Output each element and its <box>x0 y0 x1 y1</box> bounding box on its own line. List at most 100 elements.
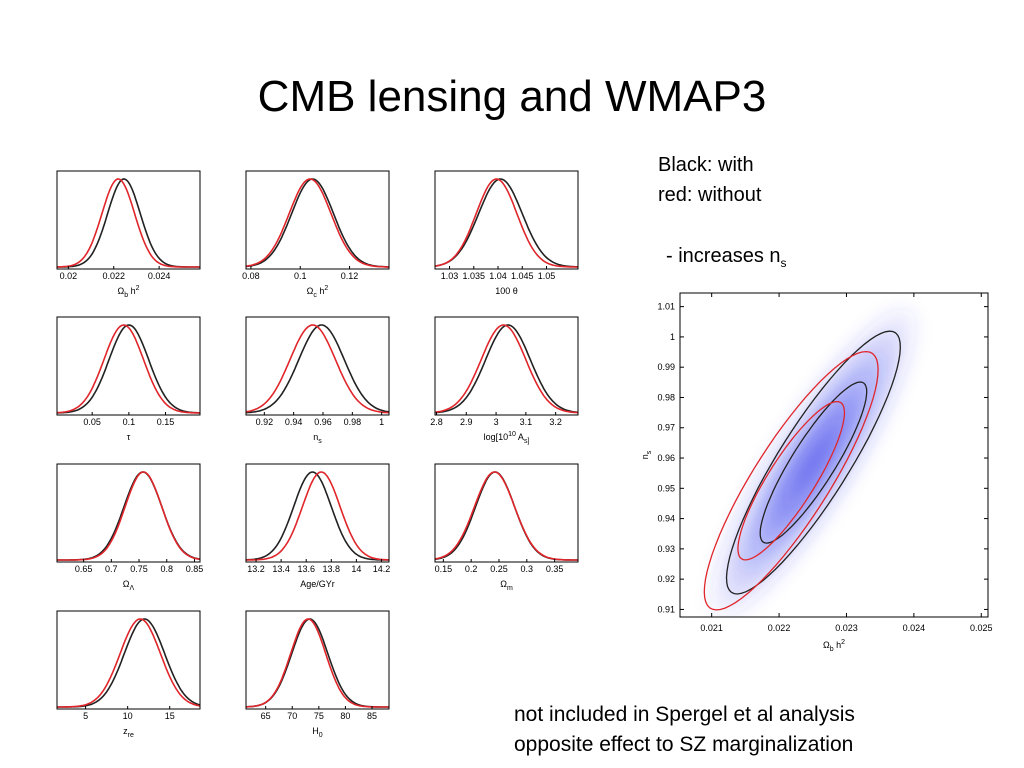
axis-label: Ωm <box>500 579 513 592</box>
y-axis-label-group: ns <box>640 450 653 459</box>
tick-label: 0.35 <box>546 564 564 574</box>
legend-with: Black: with <box>658 154 754 176</box>
tick-label: 15 <box>165 711 175 721</box>
panel-frame <box>434 316 579 416</box>
panel-frame <box>56 463 201 563</box>
panel-frame <box>245 170 390 270</box>
y-tick-label: 0.99 <box>657 362 675 372</box>
tick-label: 3.1 <box>520 417 533 427</box>
y-tick-label: 0.98 <box>657 392 675 402</box>
curve-without <box>434 178 578 268</box>
curve-without <box>57 618 201 708</box>
tick-label: 0.25 <box>490 564 508 574</box>
panel-11: 65 70 75 80 85 H0 <box>245 610 390 739</box>
axis-label: τ <box>127 432 131 442</box>
tick-label: 0.94 <box>285 417 303 427</box>
panel-frame <box>245 316 390 416</box>
y-tick-label: 0.92 <box>657 574 675 584</box>
y-tick-label: 0.91 <box>657 604 675 614</box>
curve-with <box>245 178 389 268</box>
tick-label: 75 <box>314 711 324 721</box>
footer-notes: not included in Spergel et al analysis o… <box>514 700 855 760</box>
tick-label: 0.75 <box>130 564 148 574</box>
axis-label: ΩΛ <box>123 579 135 592</box>
contour-frame <box>679 292 989 618</box>
footer-line-2: opposite effect to SZ marginalization <box>514 733 854 756</box>
tick-label: 2.9 <box>460 417 473 427</box>
panel-2: 0.08 0.1 0.12 Ωc h2 <box>242 170 390 299</box>
tick-label: 0.85 <box>186 564 204 574</box>
x-tick-label: 0.023 <box>835 623 858 633</box>
curve-without <box>57 471 201 561</box>
density-shading <box>711 308 916 617</box>
y-tick-label: 0.93 <box>657 544 675 554</box>
axis-label: ns <box>313 432 322 445</box>
axis-label: log[1010 As] <box>484 431 530 445</box>
tick-label: 14 <box>351 564 361 574</box>
panel-frame <box>434 170 579 270</box>
axis-label: Ωc h2 <box>307 285 329 299</box>
panel-10: 5 10 15 zre <box>56 610 201 739</box>
panel-5: 0.92 0.94 0.96 0.98 1 ns <box>245 316 390 445</box>
tick-label: 85 <box>367 711 377 721</box>
panel-7: 0.65 0.7 0.75 0.8 0.85 ΩΛ <box>56 463 204 592</box>
tick-label: 0.05 <box>83 417 101 427</box>
tick-label: 13.2 <box>247 564 265 574</box>
legend-text: Black: with red: without <box>658 150 761 210</box>
axis-label: H0 <box>312 726 323 739</box>
tick-label: 3.2 <box>549 417 562 427</box>
effect-subscript: s <box>780 256 787 270</box>
curve-without <box>57 178 200 268</box>
curve-without <box>245 178 389 268</box>
x-tick-label: 0.024 <box>903 623 926 633</box>
curve-without <box>246 471 390 561</box>
panel-frame <box>434 463 579 563</box>
panel-4: 0.05 0.1 0.15 τ <box>56 316 201 442</box>
y-tick-label: 0.95 <box>657 483 675 493</box>
tick-label: 0.022 <box>102 271 125 281</box>
tick-label: 1.04 <box>489 271 507 281</box>
curve-without <box>434 324 579 414</box>
density-level <box>795 436 831 490</box>
tick-label: 0.7 <box>105 564 118 574</box>
tick-label: 0.1 <box>294 271 307 281</box>
tick-label: 1.05 <box>538 271 556 281</box>
tick-label: 0.15 <box>435 564 453 574</box>
axis-label: zre <box>123 726 134 739</box>
tick-label: 14.2 <box>373 564 391 574</box>
tick-label: 0.2 <box>465 564 478 574</box>
curve-with <box>56 324 201 414</box>
tick-label: 70 <box>287 711 297 721</box>
tick-label: 1.035 <box>463 271 486 281</box>
y-axis-label: ns <box>640 450 653 459</box>
tick-label: 13.4 <box>272 564 290 574</box>
contour-without-68 <box>737 400 846 561</box>
x-tick-label: 0.025 <box>970 623 993 633</box>
tick-label: 65 <box>261 711 271 721</box>
panel-frame <box>56 610 201 710</box>
curve-without <box>245 324 390 414</box>
panel-3: 1.03 1.035 1.04 1.045 1.05 100 θ <box>434 170 579 296</box>
panel-8: 13.2 13.4 13.6 13.8 14 14.2 Age/GYr <box>245 463 391 589</box>
tick-label: 10 <box>123 711 133 721</box>
contour-without-95 <box>703 350 879 611</box>
panel-frame <box>245 463 390 563</box>
axis-label: 100 θ <box>495 286 518 296</box>
effect-note: - increases ns <box>666 241 787 278</box>
tick-label: 0.02 <box>60 271 78 281</box>
y-tick-label: 1.01 <box>657 302 675 312</box>
y-tick-label: 0.94 <box>657 514 675 524</box>
x-tick-label: 0.022 <box>768 623 791 633</box>
y-tick-label: 0.97 <box>657 423 675 433</box>
slide-title: CMB lensing and WMAP3 <box>257 72 767 121</box>
tick-label: 13.8 <box>323 564 341 574</box>
footer-line-1: not included in Spergel et al analysis <box>514 703 855 726</box>
legend-without: red: without <box>658 184 762 206</box>
y-tick-label: 1 <box>670 332 675 342</box>
panel-frame <box>245 610 390 710</box>
tick-label: 0.12 <box>341 271 359 281</box>
tick-label: 0.15 <box>157 417 175 427</box>
panel-6: 2.8 2.9 3 3.1 3.2 log[1010 As] <box>430 316 579 445</box>
